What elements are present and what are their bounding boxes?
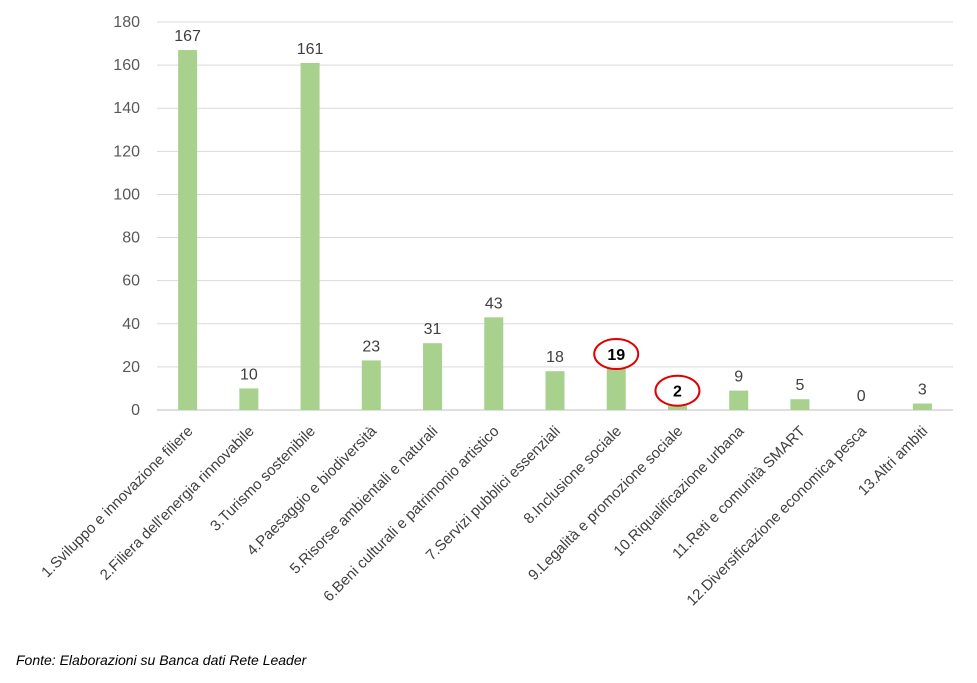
bar	[912, 403, 932, 410]
bar	[423, 343, 443, 410]
data-labels: 167 10 161 23 31 43 18 19 2 9 5 0 3	[174, 28, 927, 407]
bar	[667, 405, 687, 410]
data-label: 0	[857, 388, 866, 405]
y-tick-label: 120	[113, 143, 140, 160]
data-label: 10	[240, 366, 258, 383]
data-label: 19	[607, 347, 625, 364]
bar	[545, 371, 565, 410]
x-axis-ticks: 1.Sviluppo e innovazione filiere2.Filier…	[38, 422, 931, 609]
data-label: 31	[424, 321, 442, 338]
y-axis-ticks: 0 20 40 60 80 100 120 140 160 180	[113, 14, 140, 419]
y-tick-label: 80	[122, 230, 140, 247]
bars	[178, 50, 932, 411]
bar	[178, 50, 198, 411]
x-tick-label: 3.Turismo sostenibile	[207, 423, 319, 535]
y-tick-label: 140	[113, 100, 140, 117]
bar	[729, 390, 749, 410]
data-label: 9	[734, 369, 743, 386]
y-tick-label: 40	[122, 316, 140, 333]
data-label: 23	[362, 338, 380, 355]
data-label: 3	[918, 382, 927, 399]
y-tick-label: 0	[131, 402, 140, 419]
data-label: 161	[297, 41, 324, 58]
y-tick-label: 180	[113, 14, 140, 31]
y-tick-label: 60	[122, 273, 140, 290]
bar	[484, 317, 504, 410]
data-label: 167	[174, 28, 201, 45]
highlight-circle	[593, 338, 640, 371]
gridlines	[157, 21, 953, 411]
y-tick-label: 160	[113, 57, 140, 74]
y-tick-label: 20	[122, 359, 140, 376]
bar	[361, 360, 381, 410]
bar	[300, 62, 320, 410]
bar	[790, 399, 810, 410]
data-label: 2	[673, 384, 682, 401]
bar	[606, 369, 626, 410]
data-label: 18	[546, 349, 564, 366]
y-tick-label: 100	[113, 186, 140, 203]
highlight-circle	[654, 374, 701, 407]
bar	[239, 388, 259, 410]
data-label: 43	[485, 295, 503, 312]
source-note: Fonte: Elaborazioni su Banca dati Rete L…	[16, 652, 307, 668]
data-label: 5	[795, 377, 804, 394]
